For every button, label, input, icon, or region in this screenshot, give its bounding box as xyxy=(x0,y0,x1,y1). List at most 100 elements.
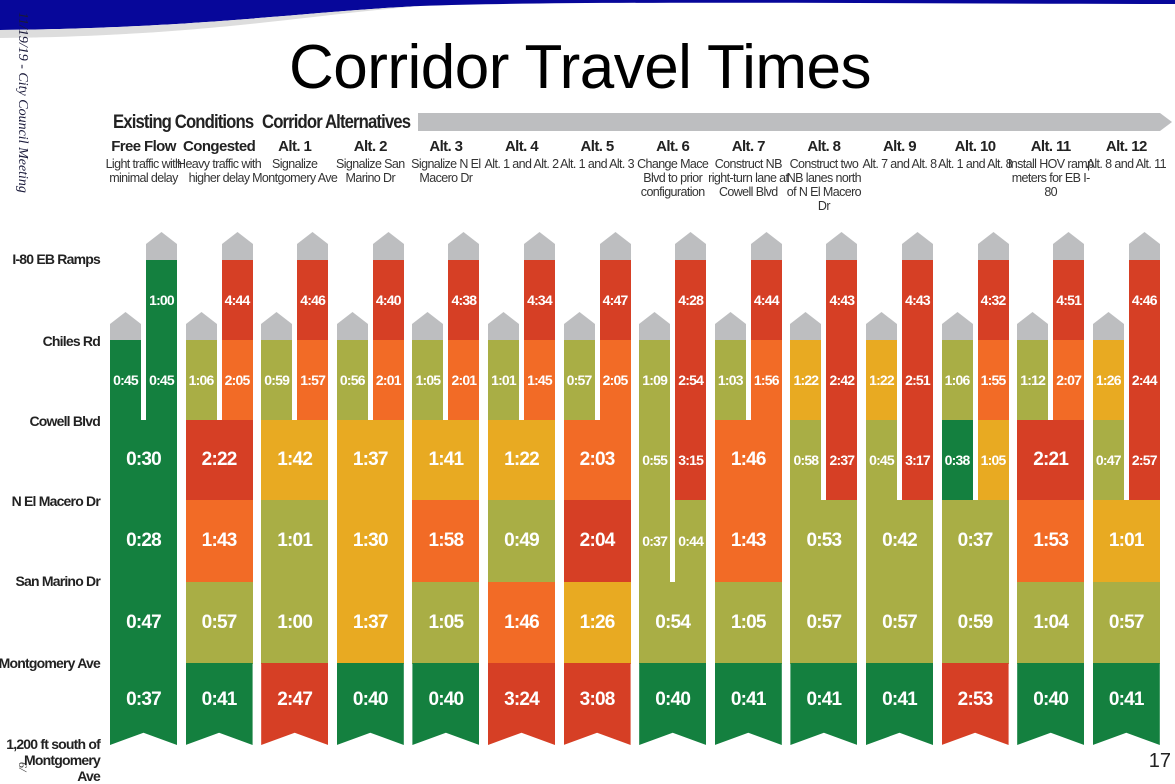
column-description: Heavy traffic with higher delay xyxy=(177,157,262,185)
segment-right: 0:44 xyxy=(675,500,707,582)
column-header: Congested Heavy traffic with higher delay xyxy=(176,138,262,185)
segment: 0:28 xyxy=(110,500,177,583)
arrow-cap-icon xyxy=(563,312,595,342)
segment: 0:41 xyxy=(1092,663,1160,745)
segment-left: 0:57 xyxy=(563,340,595,420)
segment-right: 2:01 xyxy=(372,340,404,420)
segment-i80-to-chiles: 1:00 xyxy=(146,260,177,340)
segment-left: 1:12 xyxy=(1017,340,1049,420)
column-header: Alt. 12 Alt. 8 and Alt. 11 xyxy=(1083,138,1169,171)
row-label: 1,200 ft south of Montgomery Ave xyxy=(6,736,101,784)
segment-right: 2:01 xyxy=(448,340,480,420)
segment: 0:57 xyxy=(866,582,933,664)
column-title: Alt. 4 xyxy=(504,138,539,155)
segment-left: 0:58 xyxy=(790,420,822,500)
arrow-cap-icon xyxy=(261,312,293,342)
segment-right: 2:05 xyxy=(221,340,253,420)
segment: 0:40 xyxy=(336,663,404,745)
segment: 1:01 xyxy=(1092,500,1160,583)
segment-left: 0:47 xyxy=(1092,420,1124,500)
arrow-cap-icon xyxy=(1128,232,1160,262)
segment-right: 1:57 xyxy=(297,340,329,420)
segment: 0:59 xyxy=(941,582,1009,664)
column-title: Alt. 7 xyxy=(731,138,766,155)
arrow-cap-icon xyxy=(941,312,973,342)
slide-title: Corridor Travel Times xyxy=(288,33,872,102)
column-description: Alt. 7 and Alt. 8 xyxy=(862,157,937,171)
column-description: Install HOV ramp meters for EB I-80 xyxy=(1007,157,1094,199)
column-description: Alt. 8 and Alt. 11 xyxy=(1086,157,1167,171)
corridor-alternatives-heading: Corridor Alternatives xyxy=(262,112,411,133)
segment-i80-to-chiles: 4:40 xyxy=(372,260,404,340)
segment: 1:53 xyxy=(1017,500,1085,583)
existing-conditions-heading: Existing Conditions xyxy=(113,112,254,133)
segment: 2:22 xyxy=(185,420,253,501)
segment-i80-to-chiles: 4:28 xyxy=(675,260,707,340)
segment: 0:37 xyxy=(110,663,177,745)
column-header: Alt. 9 Alt. 7 and Alt. 8 xyxy=(857,138,943,171)
segment-right: 2:37 xyxy=(826,420,858,500)
arrow-cap-icon xyxy=(599,232,631,262)
segment: 0:41 xyxy=(714,663,782,745)
segment: 2:47 xyxy=(261,663,329,745)
column-title: Alt. 12 xyxy=(1105,138,1147,155)
row-label: Chiles Rd xyxy=(42,333,101,349)
arrow-cap-icon xyxy=(372,232,404,262)
arrow-cap-icon xyxy=(977,232,1009,262)
column-title: Alt. 10 xyxy=(954,138,996,155)
segment: 0:49 xyxy=(488,500,555,583)
segment: 0:41 xyxy=(790,663,858,745)
column-title: Free Flow xyxy=(111,138,176,155)
column-title: Alt. 6 xyxy=(656,138,690,155)
segment: 1:43 xyxy=(714,500,782,583)
arrow-cap-icon xyxy=(714,312,746,342)
segment: 1:05 xyxy=(412,582,480,664)
column-description: Change Mace Blvd to prior configuration xyxy=(637,157,709,199)
segment-right: 2:42 xyxy=(826,340,858,420)
segment-right: 2:57 xyxy=(1128,420,1160,500)
segment: 0:41 xyxy=(185,663,253,745)
segment-left: 1:01 xyxy=(488,340,519,420)
segment-left: 1:03 xyxy=(714,340,746,420)
segment-i80-to-chiles: 4:44 xyxy=(221,260,253,340)
segment-left: 1:09 xyxy=(639,340,671,420)
arrow-cap-icon xyxy=(221,232,253,262)
column-header: Alt. 5 Alt. 1 and Alt. 3 xyxy=(554,138,640,171)
arrow-cap-icon xyxy=(675,232,707,262)
segment-i80-to-chiles: 4:43 xyxy=(826,260,858,340)
column-title: Alt. 3 xyxy=(429,138,463,155)
segment-i80-to-chiles: 4:32 xyxy=(977,260,1009,340)
segment: 0:40 xyxy=(1017,663,1085,745)
segment-right: 3:15 xyxy=(675,420,707,500)
segment: 1:42 xyxy=(261,420,329,501)
segment: 2:03 xyxy=(563,420,631,501)
segment-right: 2:51 xyxy=(902,340,933,420)
column-description: Construct NB right-turn lane at Cowell B… xyxy=(708,157,789,199)
arrow-cap-icon xyxy=(790,312,822,342)
segment: 2:04 xyxy=(563,500,631,583)
column-description: Construct two NB lanes north of N El Mac… xyxy=(786,157,862,213)
segment: 0:57 xyxy=(185,582,253,664)
segment-left: 0:38 xyxy=(941,420,973,500)
column-header: Alt. 10 Alt. 1 and Alt. 8 xyxy=(932,138,1018,171)
segment-left: 0:37 xyxy=(639,500,671,582)
segment: 1:58 xyxy=(412,500,480,583)
header-swoosh xyxy=(0,0,1175,38)
segment: 1:30 xyxy=(336,500,404,583)
column-header: Alt. 3 Signalize N El Macero Dr xyxy=(403,138,489,185)
arrow-cap-icon xyxy=(412,312,444,342)
arrow-cap-icon xyxy=(866,312,897,342)
segment-i80-to-chiles: 4:46 xyxy=(297,260,329,340)
segment-right: 1:05 xyxy=(977,420,1009,500)
segment-left: 1:06 xyxy=(941,340,973,420)
segment-right: 1:55 xyxy=(977,340,1009,420)
segment-i80-to-chiles: 4:44 xyxy=(750,260,782,340)
segment: 2:21 xyxy=(1017,420,1085,501)
segment: 1:05 xyxy=(714,582,782,664)
column-header: Alt. 6 Change Mace Blvd to prior configur… xyxy=(630,138,716,199)
segment: 0:54 xyxy=(639,582,707,664)
segment-left: 1:22 xyxy=(866,340,897,420)
arrow-cap-icon xyxy=(750,232,782,262)
segment: 1:46 xyxy=(714,420,782,501)
column-title: Alt. 8 xyxy=(807,138,841,155)
